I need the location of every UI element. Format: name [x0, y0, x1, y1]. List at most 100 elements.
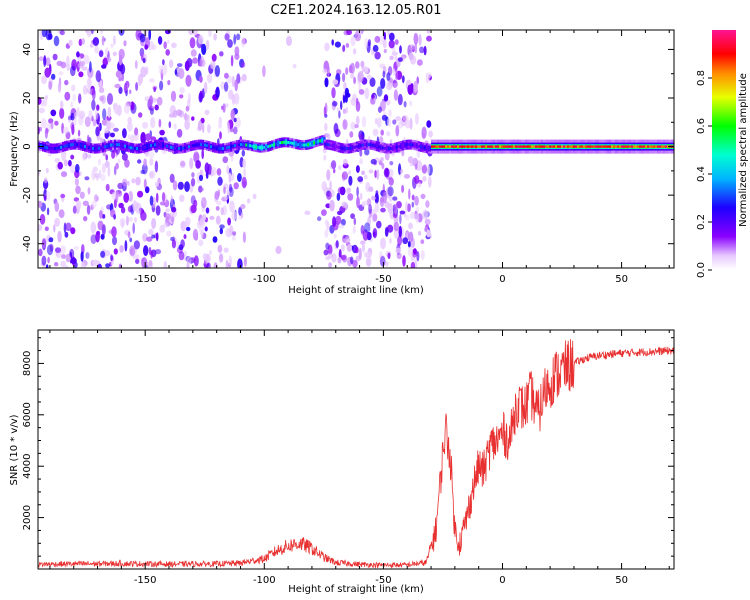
- snr-y-tick-label: 4000: [22, 453, 33, 478]
- heatmap-speckle: [198, 34, 204, 45]
- heatmap-speckle: [223, 186, 226, 195]
- heatmap-speckle: [402, 255, 406, 267]
- heatmap-band-cell: [497, 145, 500, 148]
- snr-y-tick-label: 2000: [22, 505, 33, 530]
- heatmap-band-cell: [389, 146, 393, 150]
- heatmap-speckle: [364, 87, 370, 100]
- heatmap-speckle: [398, 163, 402, 175]
- heatmap-speckle: [380, 207, 386, 213]
- heatmap-speckle: [172, 110, 178, 118]
- heatmap-band-cell: [251, 144, 254, 148]
- heatmap-speckle: [234, 92, 240, 105]
- heatmap-band-cell: [210, 145, 213, 149]
- heatmap-band-cell: [74, 143, 77, 147]
- heatmap-band-cell: [202, 143, 205, 147]
- heatmap-band-cell: [525, 145, 528, 148]
- heatmap-speckle: [395, 69, 398, 81]
- heatmap-speckle: [364, 148, 370, 156]
- heatmap-band-cell: [569, 145, 572, 148]
- heatmap-band-cell: [146, 145, 149, 149]
- heatmap-speckle: [178, 251, 185, 261]
- heatmap-band-cell: [263, 145, 266, 149]
- heatmap-speckle: [227, 39, 233, 48]
- heatmap-speckle: [114, 102, 119, 115]
- heatmap-band-cell: [313, 141, 316, 145]
- heatmap-speckle: [83, 54, 90, 65]
- heatmap-speckle: [422, 175, 427, 182]
- heatmap-band-cell: [407, 143, 411, 147]
- heatmap-band-cell: [287, 141, 290, 144]
- heatmap-y-tick-label: -20: [22, 187, 33, 203]
- heatmap-speckle: [408, 231, 414, 243]
- heatmap-speckle: [389, 161, 394, 166]
- heatmap-speckle: [216, 168, 222, 176]
- heatmap-band-cell: [337, 145, 341, 149]
- heatmap-speckle: [74, 178, 79, 186]
- heatmap-speckle: [100, 250, 106, 258]
- heatmap-speckle: [383, 31, 386, 41]
- heatmap-band-cell: [158, 143, 161, 147]
- heatmap-speckle: [145, 133, 151, 142]
- heatmap-speckle: [78, 93, 82, 104]
- heatmap-speckle: [331, 39, 335, 46]
- snr-x-tick-label: -100: [253, 575, 276, 586]
- heatmap-band-cell: [563, 145, 566, 148]
- heatmap-speckle: [214, 65, 220, 77]
- heatmap-speckle: [101, 35, 105, 46]
- heatmap-speckle: [359, 192, 363, 200]
- heatmap-band-cell: [214, 146, 217, 150]
- colorbar-tick-label: 0.4: [696, 166, 707, 182]
- heatmap-band-cell: [128, 145, 131, 149]
- heatmap-speckle: [325, 256, 331, 261]
- heatmap-band-cell: [625, 145, 628, 148]
- heatmap-band-cell: [539, 145, 542, 148]
- heatmap-band-cell: [635, 145, 638, 148]
- heatmap-speckle: [376, 86, 383, 97]
- heatmap-speckle: [120, 206, 126, 214]
- heatmap-speckle: [179, 94, 184, 99]
- heatmap-speckle: [94, 45, 99, 54]
- heatmap-speckle: [242, 231, 246, 243]
- heatmap-speckle: [54, 217, 60, 227]
- heatmap-speckle: [242, 158, 246, 169]
- heatmap-speckle: [191, 177, 196, 187]
- heatmap-band-cell: [247, 143, 250, 147]
- heatmap-speckle: [54, 158, 61, 163]
- heatmap-speckle: [404, 214, 410, 221]
- heatmap-speckle: [275, 245, 282, 255]
- heatmap-band-cell: [116, 143, 119, 147]
- heatmap-speckle: [332, 101, 338, 107]
- heatmap-speckle: [135, 82, 139, 91]
- heatmap-speckle: [185, 216, 191, 226]
- heatmap-band-cell: [265, 145, 268, 149]
- heatmap-band-cell: [172, 146, 175, 150]
- heatmap-speckle: [132, 222, 135, 234]
- heatmap-band-cell: [521, 145, 524, 148]
- heatmap-speckle: [342, 72, 346, 83]
- heatmap-speckle: [419, 46, 425, 54]
- heatmap-speckle: [425, 75, 430, 84]
- heatmap-speckle: [374, 51, 381, 60]
- heatmap-band-cell: [293, 142, 296, 146]
- heatmap-speckle: [113, 127, 119, 132]
- heatmap-band-cell: [421, 145, 425, 149]
- heatmap-speckle: [137, 159, 142, 164]
- heatmap-speckle: [153, 87, 156, 92]
- heatmap-speckle: [87, 187, 91, 195]
- heatmap-speckle: [50, 121, 54, 130]
- heatmap-band-cell: [108, 144, 111, 148]
- heatmap-band-cell: [347, 147, 351, 150]
- heatmap-speckle: [121, 153, 128, 161]
- heatmap-speckle: [420, 249, 425, 260]
- heatmap-speckle: [82, 152, 87, 161]
- heatmap-speckle: [154, 181, 160, 187]
- heatmap-speckle: [361, 66, 365, 73]
- heatmap-band-cell: [417, 144, 421, 148]
- heatmap-speckle: [45, 57, 51, 67]
- heatmap-speckle: [51, 73, 56, 80]
- heatmap-speckle: [333, 122, 339, 135]
- heatmap-band-cell: [411, 143, 415, 147]
- heatmap-band-cell: [198, 143, 201, 147]
- heatmap-speckle: [43, 55, 47, 67]
- heatmap-speckle: [166, 230, 172, 237]
